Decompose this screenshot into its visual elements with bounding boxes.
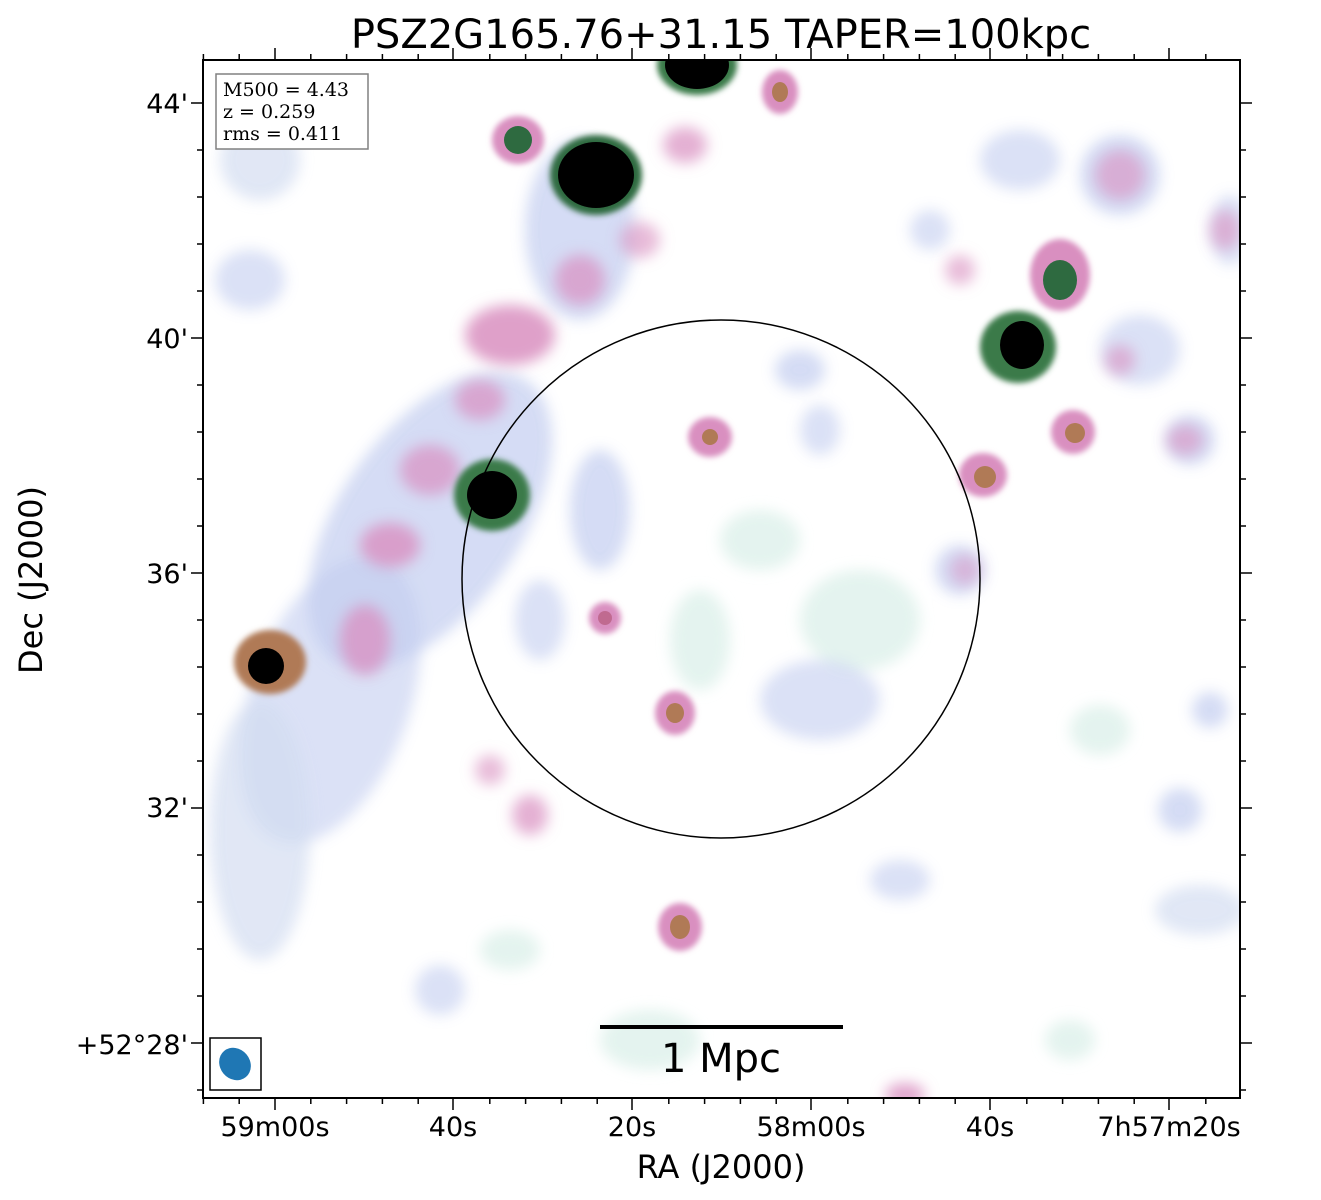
diffuse-patch bbox=[910, 210, 950, 250]
diffuse-patch bbox=[800, 570, 920, 670]
source-north-bright bbox=[550, 135, 642, 215]
info-line-rms: rms = 0.411 bbox=[223, 123, 342, 145]
source-core bbox=[467, 471, 517, 519]
plot-frame bbox=[202, 59, 1241, 1099]
x-axis: 59m00s 40s 20s 58m00s 40s 7h57m20s RA (J… bbox=[220, 1112, 1240, 1186]
diffuse-patch bbox=[720, 510, 800, 570]
pink-patch bbox=[950, 555, 980, 585]
compact-sources bbox=[234, 60, 1095, 951]
pink-patch bbox=[1167, 425, 1203, 455]
source-inner-north bbox=[688, 417, 732, 457]
diffuse-patch bbox=[415, 965, 465, 1015]
source-inner-south bbox=[655, 691, 695, 735]
source-core bbox=[665, 60, 729, 89]
pink-patch bbox=[1095, 150, 1145, 200]
axis-ticks bbox=[191, 48, 1252, 1110]
beam-ellipse bbox=[219, 1047, 251, 1081]
x-tick-label: 59m00s bbox=[220, 1112, 329, 1143]
diffuse-patch bbox=[980, 130, 1060, 190]
source-north-edge bbox=[657, 60, 737, 95]
beam-box bbox=[209, 1037, 262, 1091]
source-core bbox=[1065, 423, 1085, 443]
diffuse-patch bbox=[480, 930, 540, 970]
source-far-east-edge bbox=[589, 602, 621, 634]
pink-patch bbox=[455, 380, 505, 420]
source-core bbox=[504, 126, 532, 154]
diffuse-patch bbox=[515, 580, 565, 660]
radio-image: 1 Mpc M500 = 4.43 z = 0.259 rms = 0.411 bbox=[203, 60, 1240, 1098]
source-north-east-knot bbox=[762, 70, 798, 114]
source-core bbox=[248, 648, 284, 684]
cluster-aperture-circle bbox=[461, 319, 981, 839]
x-axis-label: RA (J2000) bbox=[637, 1148, 806, 1186]
source-core bbox=[974, 466, 996, 488]
y-tick-label: 36' bbox=[146, 559, 188, 590]
source-core bbox=[772, 82, 788, 102]
pink-patch bbox=[465, 305, 555, 365]
y-tick-label: +52°28' bbox=[76, 1030, 188, 1061]
source-east-pair-b bbox=[1030, 239, 1090, 311]
diffuse-patch bbox=[570, 450, 630, 570]
x-tick-label: 40s bbox=[966, 1112, 1014, 1143]
diffuse-patch bbox=[670, 590, 730, 690]
diffuse-patch bbox=[215, 250, 285, 310]
x-tick-label: 40s bbox=[429, 1112, 477, 1143]
diffuse-patch bbox=[1155, 885, 1240, 935]
pink-patch bbox=[620, 222, 660, 258]
source-far-west bbox=[234, 630, 306, 694]
source-east-pair-a bbox=[980, 311, 1056, 383]
source-east-b bbox=[1051, 410, 1095, 454]
diffuse-patch bbox=[800, 405, 840, 455]
pink-patch bbox=[475, 755, 505, 785]
x-tick-label: 20s bbox=[608, 1112, 656, 1143]
scalebar-label: 1 Mpc bbox=[661, 1036, 781, 1082]
y-tick-label: 40' bbox=[146, 324, 188, 355]
pink-patch bbox=[663, 127, 707, 163]
pink-emission bbox=[340, 127, 1240, 1098]
diffuse-patch bbox=[760, 660, 880, 740]
info-box-frame bbox=[215, 73, 369, 150]
y-tick-label: 44' bbox=[146, 89, 188, 120]
diffuse-patch bbox=[870, 860, 930, 900]
pink-patch bbox=[360, 523, 420, 567]
diffuse-patch bbox=[1070, 705, 1130, 755]
pink-patch bbox=[1210, 210, 1240, 250]
info-box: M500 = 4.43 z = 0.259 rms = 0.411 bbox=[215, 73, 369, 150]
diffuse-patch bbox=[1192, 692, 1228, 728]
source-core bbox=[558, 142, 634, 208]
pink-patch bbox=[512, 795, 548, 835]
x-tick-label: 58m00s bbox=[756, 1112, 865, 1143]
pink-patch bbox=[400, 445, 460, 495]
source-core bbox=[666, 703, 684, 723]
source-north-west-knot bbox=[492, 116, 544, 164]
diffuse-patch bbox=[1045, 1020, 1095, 1060]
diffuse-patch bbox=[210, 700, 310, 960]
pink-patch bbox=[555, 255, 605, 305]
y-axis-label: Dec (J2000) bbox=[12, 486, 50, 674]
info-line-redshift: z = 0.259 bbox=[223, 101, 315, 123]
pink-patch bbox=[1105, 345, 1135, 375]
pink-patch bbox=[340, 605, 390, 675]
source-core bbox=[598, 611, 612, 625]
source-south bbox=[658, 903, 702, 951]
source-west-bright bbox=[454, 459, 530, 531]
y-tick-label: 32' bbox=[146, 793, 188, 824]
source-core bbox=[1043, 260, 1077, 300]
source-east-a bbox=[959, 453, 1007, 497]
source-core bbox=[702, 429, 718, 445]
y-axis: +52°28' 32' 36' 40' 44' Dec (J2000) bbox=[12, 89, 188, 1061]
source-core bbox=[670, 915, 690, 939]
source-core bbox=[1000, 321, 1044, 369]
x-tick-label: 7h57m20s bbox=[1097, 1112, 1240, 1143]
diffuse-patch bbox=[775, 350, 825, 390]
pink-patch bbox=[945, 255, 975, 285]
pink-patch bbox=[885, 1083, 925, 1098]
chart-title: PSZ2G165.76+31.15 TAPER=100kpc bbox=[351, 12, 1091, 58]
info-line-mass: M500 = 4.43 bbox=[223, 79, 349, 101]
diffuse-patch bbox=[1158, 788, 1202, 832]
